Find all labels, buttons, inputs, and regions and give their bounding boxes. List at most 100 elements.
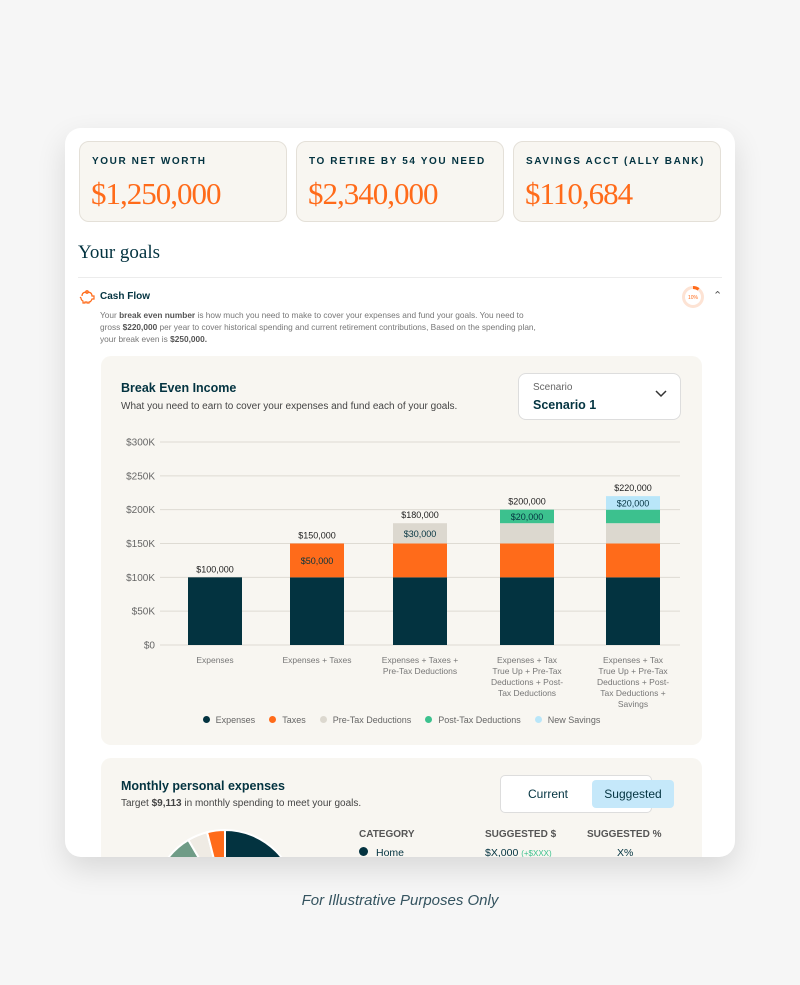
scenario-select[interactable]: Scenario Scenario 1: [518, 373, 681, 420]
suggested-button[interactable]: Suggested: [592, 780, 674, 808]
segment-label: $30,000: [404, 529, 437, 539]
stat-value: $2,340,000: [308, 176, 438, 211]
bar-total-label: $180,000: [401, 510, 439, 520]
header-suggested-pct: SUGGESTED %: [587, 829, 662, 840]
current-suggested-toggle: Current Suggested: [500, 775, 674, 813]
goals-heading: Your goals: [78, 242, 161, 263]
x-tick-label: True Up + Pre-Tax: [492, 666, 562, 676]
bar-total-label: $220,000: [614, 483, 652, 493]
bar-segment-pre-tax-deductions: [393, 523, 447, 544]
bar-segment-expenses: [500, 577, 554, 645]
segment-label: $50,000: [301, 556, 334, 566]
x-tick-label: True Up + Pre-Tax: [598, 666, 668, 676]
break-even-panel: Break Even Income What you need to earn …: [101, 356, 702, 745]
legend-dot: [319, 716, 327, 723]
break-even-title: Break Even Income: [121, 381, 237, 395]
legend-item: Pre-Tax Deductions: [319, 715, 412, 725]
cash-flow-title[interactable]: Cash Flow: [100, 291, 151, 302]
pie-slice: [224, 828, 283, 857]
collapse-chevron-icon[interactable]: ⌃: [713, 290, 723, 302]
y-tick-label: $100K: [126, 573, 155, 584]
legend-label: Post-Tax Deductions: [438, 715, 521, 725]
progress-label: 10%: [688, 295, 699, 301]
bar-segment-taxes: [290, 543, 344, 578]
dashboard-card: YOUR NET WORTH $1,250,000 TO RETIRE BY 5…: [65, 128, 735, 857]
bar-segment-expenses: [188, 577, 242, 645]
y-tick-label: $0: [144, 641, 156, 652]
x-tick-label: Pre-Tax Deductions: [383, 666, 457, 676]
bar-total-label: $100,000: [196, 564, 234, 574]
legend-dot: [425, 716, 433, 723]
suggested-amount: $X,000 (+$XXX): [485, 847, 552, 857]
retire-need-card: TO RETIRE BY 54 YOU NEED $2,340,000: [296, 141, 504, 222]
suggested-pct: X%: [617, 847, 634, 857]
x-tick-label: Deductions + Post-: [491, 677, 563, 687]
x-tick-label: Tax Deductions: [498, 688, 556, 698]
pie-slice: [205, 828, 226, 857]
cash-flow-description: Your break even number is how much you n…: [100, 310, 536, 344]
legend-label: Expenses: [215, 715, 256, 725]
current-button[interactable]: Current: [527, 787, 568, 801]
x-tick-label: Savings: [618, 699, 648, 709]
y-tick-label: $300K: [126, 438, 155, 449]
bar-total-label: $150,000: [298, 531, 336, 541]
bar-segment-taxes: [500, 543, 554, 578]
chart-legend: Expenses Taxes Pre-Tax Deductions Post-Tax …: [101, 715, 702, 725]
y-tick-label: $150K: [126, 539, 155, 550]
bar-segment-new-savings: [606, 496, 660, 510]
x-tick-label: Tax Deductions +: [600, 688, 665, 698]
bar-segment-pre-tax-deductions: [606, 523, 660, 544]
bar-segment-pre-tax-deductions: [500, 523, 554, 544]
progress-ring: 10%: [682, 286, 704, 308]
x-tick-label: Expenses: [196, 655, 233, 665]
break-even-subtitle: What you need to earn to cover your expe…: [121, 401, 458, 412]
bar-segment-taxes: [393, 543, 447, 578]
divider: [78, 277, 722, 278]
x-tick-label: Deductions + Post-: [597, 677, 669, 687]
category-home: Home: [359, 847, 404, 857]
legend-item: New Savings: [534, 715, 601, 725]
stat-value: $1,250,000: [91, 176, 221, 211]
monthly-subtitle: Target $9,113 in monthly spending to mee…: [121, 798, 362, 809]
segment-label: $20,000: [617, 498, 650, 508]
legend-label: New Savings: [547, 715, 601, 725]
bar-segment-post-tax-deductions: [606, 509, 660, 524]
bar-total-label: $200,000: [508, 497, 546, 507]
stat-label: YOUR NET WORTH: [92, 156, 207, 167]
header-category: CATEGORY: [359, 829, 415, 840]
y-tick-label: $200K: [126, 505, 155, 516]
expenses-pie-chart: [167, 828, 283, 857]
bar-segment-expenses: [606, 577, 660, 645]
stat-label: TO RETIRE BY 54 YOU NEED: [309, 156, 486, 167]
legend-item: Expenses: [202, 715, 256, 725]
stat-label: SAVINGS ACCT (ALLY BANK): [526, 156, 705, 167]
x-tick-label: Expenses + Taxes: [282, 655, 351, 665]
x-tick-label: Expenses + Tax: [603, 655, 664, 665]
piggy-bank-icon: [79, 290, 95, 304]
bar-segment-taxes: [606, 543, 660, 578]
legend-item: Taxes: [269, 715, 306, 725]
legend-item: Post-Tax Deductions: [425, 715, 521, 725]
legend-dot: [534, 716, 542, 723]
legend-label: Pre-Tax Deductions: [332, 715, 412, 725]
illustrative-caption: For Illustrative Purposes Only: [301, 892, 499, 909]
y-tick-label: $50K: [132, 607, 156, 618]
progress-arc: [682, 286, 704, 308]
monthly-title: Monthly personal expenses: [121, 779, 285, 793]
scenario-label: Scenario: [533, 382, 573, 393]
category-dot: [359, 847, 368, 856]
x-tick-label: Expenses + Tax: [497, 655, 558, 665]
bar-segment-post-tax-deductions: [500, 509, 554, 524]
legend-label: Taxes: [282, 715, 306, 725]
segment-label: $20,000: [511, 512, 544, 522]
chevron-down-icon: [655, 390, 667, 398]
savings-card: SAVINGS ACCT (ALLY BANK) $110,684: [513, 141, 721, 222]
stat-value: $110,684: [525, 176, 633, 211]
legend-dot: [202, 716, 210, 723]
net-worth-card: YOUR NET WORTH $1,250,000: [79, 141, 287, 222]
legend-dot: [269, 716, 277, 723]
bar-segment-expenses: [290, 577, 344, 645]
scenario-value: Scenario 1: [533, 398, 597, 412]
break-even-chart: $0 $50K $100K $150K $200K $250K $300K $100,000 E…: [126, 438, 680, 709]
x-tick-label: Expenses + Taxes +: [382, 655, 458, 665]
